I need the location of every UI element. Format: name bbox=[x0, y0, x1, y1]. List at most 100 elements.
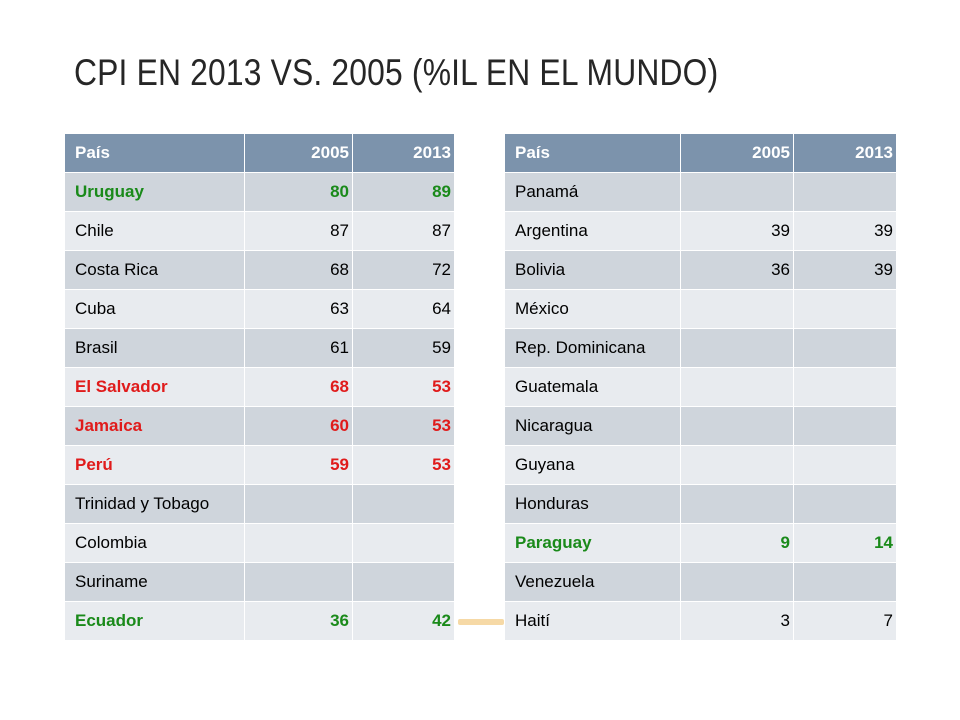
value-2013-cell: 53 bbox=[353, 368, 455, 407]
table-row: Paraguay 9 14 bbox=[505, 524, 897, 563]
country-cell: Venezuela bbox=[505, 563, 681, 602]
value-2013-cell bbox=[794, 563, 897, 602]
country-cell: Guatemala bbox=[505, 368, 681, 407]
table-row: Cuba 63 64 bbox=[65, 290, 455, 329]
value-2005-cell: 9 bbox=[681, 524, 794, 563]
value-2005-cell: 87 bbox=[245, 212, 353, 251]
table-row: Guatemala bbox=[505, 368, 897, 407]
country-cell: Colombia bbox=[65, 524, 245, 563]
value-2005-cell bbox=[245, 563, 353, 602]
value-2005-cell: 36 bbox=[681, 251, 794, 290]
value-2013-cell bbox=[353, 563, 455, 602]
value-2005-cell bbox=[681, 329, 794, 368]
value-2013-cell: 39 bbox=[794, 212, 897, 251]
cpi-table-left: País 2005 2013 Uruguay 80 89 Chile 87 87 Costa… bbox=[65, 134, 455, 641]
header-country: País bbox=[505, 134, 681, 173]
country-cell: Costa Rica bbox=[65, 251, 245, 290]
value-2013-cell bbox=[794, 290, 897, 329]
country-cell: Suriname bbox=[65, 563, 245, 602]
table-row: Chile 87 87 bbox=[65, 212, 455, 251]
country-cell: Nicaragua bbox=[505, 407, 681, 446]
value-2005-cell: 36 bbox=[245, 602, 353, 641]
value-2013-cell: 87 bbox=[353, 212, 455, 251]
table-row: Ecuador 36 42 bbox=[65, 602, 455, 641]
header-2013: 2013 bbox=[794, 134, 897, 173]
country-cell: Trinidad y Tobago bbox=[65, 485, 245, 524]
value-2013-cell bbox=[353, 524, 455, 563]
country-cell: Paraguay bbox=[505, 524, 681, 563]
value-2013-cell: 14 bbox=[794, 524, 897, 563]
header-2013: 2013 bbox=[353, 134, 455, 173]
country-cell: Argentina bbox=[505, 212, 681, 251]
table-row: Uruguay 80 89 bbox=[65, 173, 455, 212]
value-2005-cell: 68 bbox=[245, 251, 353, 290]
slide-title: CPI EN 2013 VS. 2005 (%IL EN EL MUNDO) bbox=[74, 52, 719, 93]
value-2013-cell bbox=[353, 485, 455, 524]
country-cell: Uruguay bbox=[65, 173, 245, 212]
value-2005-cell: 61 bbox=[245, 329, 353, 368]
value-2013-cell bbox=[794, 407, 897, 446]
value-2013-cell: 42 bbox=[353, 602, 455, 641]
value-2005-cell bbox=[681, 563, 794, 602]
header-country: País bbox=[65, 134, 245, 173]
header-2005: 2005 bbox=[245, 134, 353, 173]
value-2005-cell: 80 bbox=[245, 173, 353, 212]
value-2005-cell bbox=[681, 446, 794, 485]
value-2005-cell bbox=[681, 407, 794, 446]
value-2005-cell: 68 bbox=[245, 368, 353, 407]
table-row: Bolivia 36 39 bbox=[505, 251, 897, 290]
country-cell: El Salvador bbox=[65, 368, 245, 407]
table-row: Trinidad y Tobago bbox=[65, 485, 455, 524]
country-cell: Bolivia bbox=[505, 251, 681, 290]
value-2013-cell: 59 bbox=[353, 329, 455, 368]
table-row: Rep. Dominicana bbox=[505, 329, 897, 368]
value-2005-cell: 3 bbox=[681, 602, 794, 641]
country-cell: México bbox=[505, 290, 681, 329]
value-2013-cell: 39 bbox=[794, 251, 897, 290]
table-body-left: Uruguay 80 89 Chile 87 87 Costa Rica 68 72 Cuba 63… bbox=[65, 173, 455, 641]
country-cell: Jamaica bbox=[65, 407, 245, 446]
country-cell: Honduras bbox=[505, 485, 681, 524]
value-2005-cell: 39 bbox=[681, 212, 794, 251]
table-body-right: Panamá Argentina 39 39 Bolivia 36 39 México Rep.… bbox=[505, 173, 897, 641]
country-cell: Ecuador bbox=[65, 602, 245, 641]
table-row: Costa Rica 68 72 bbox=[65, 251, 455, 290]
value-2005-cell bbox=[681, 173, 794, 212]
table-row: Jamaica 60 53 bbox=[65, 407, 455, 446]
table-row: Nicaragua bbox=[505, 407, 897, 446]
value-2013-cell: 89 bbox=[353, 173, 455, 212]
country-cell: Rep. Dominicana bbox=[505, 329, 681, 368]
value-2005-cell: 60 bbox=[245, 407, 353, 446]
value-2013-cell bbox=[794, 329, 897, 368]
table-row: Argentina 39 39 bbox=[505, 212, 897, 251]
country-cell: Cuba bbox=[65, 290, 245, 329]
table-row: Haití 3 7 bbox=[505, 602, 897, 641]
value-2013-cell bbox=[794, 368, 897, 407]
table-row: Venezuela bbox=[505, 563, 897, 602]
table-row: Guyana bbox=[505, 446, 897, 485]
table-row: Colombia bbox=[65, 524, 455, 563]
value-2013-cell bbox=[794, 446, 897, 485]
value-2005-cell: 59 bbox=[245, 446, 353, 485]
value-2013-cell: 7 bbox=[794, 602, 897, 641]
value-2005-cell bbox=[245, 524, 353, 563]
value-2005-cell bbox=[681, 368, 794, 407]
value-2005-cell bbox=[681, 290, 794, 329]
value-2005-cell bbox=[681, 485, 794, 524]
header-2005: 2005 bbox=[681, 134, 794, 173]
value-2013-cell: 53 bbox=[353, 407, 455, 446]
country-cell: Perú bbox=[65, 446, 245, 485]
country-cell: Chile bbox=[65, 212, 245, 251]
value-2013-cell bbox=[794, 173, 897, 212]
table-header-row: País 2005 2013 bbox=[65, 134, 455, 173]
table-header-row: País 2005 2013 bbox=[505, 134, 897, 173]
country-cell: Panamá bbox=[505, 173, 681, 212]
table-row: Perú 59 53 bbox=[65, 446, 455, 485]
table-row: Suriname bbox=[65, 563, 455, 602]
table-row: Panamá bbox=[505, 173, 897, 212]
table-row: México bbox=[505, 290, 897, 329]
country-cell: Guyana bbox=[505, 446, 681, 485]
value-2013-cell: 53 bbox=[353, 446, 455, 485]
table-row: Honduras bbox=[505, 485, 897, 524]
country-cell: Brasil bbox=[65, 329, 245, 368]
